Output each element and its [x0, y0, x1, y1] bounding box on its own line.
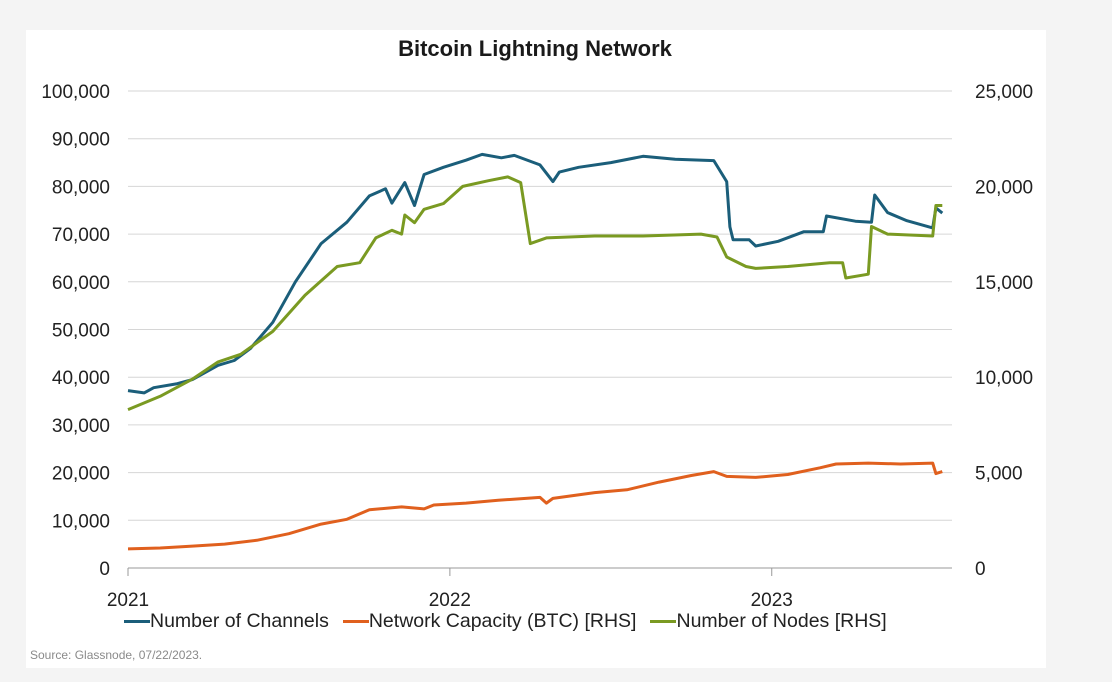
left-y-axis: 0 10,000 20,000 30,000 40,000 50,000 60,000 70,… — [41, 82, 110, 580]
y-left-tick-label: 10,000 — [52, 511, 110, 532]
series-lines — [127, 152, 944, 551]
source-note: Source: Glassnode, 07/22/2023. — [30, 648, 203, 662]
x-tick-label: 2022 — [429, 590, 471, 611]
y-left-tick-label: 0 — [99, 559, 110, 580]
y-right-tick-label: 15,000 — [975, 273, 1033, 294]
right-y-axis: 0 5,000 10,000 15,000 20,000 25,000 — [975, 82, 1033, 580]
chart-card — [26, 30, 1046, 668]
series-line-2 — [127, 461, 943, 551]
x-tick-label: 2021 — [107, 590, 149, 611]
y-left-tick-label: 70,000 — [52, 225, 110, 246]
series-line-1 — [127, 152, 944, 395]
y-left-tick-label: 80,000 — [52, 177, 110, 198]
y-left-tick-label: 50,000 — [52, 321, 110, 342]
y-left-tick-label: 40,000 — [52, 368, 110, 389]
series-line-3 — [127, 175, 943, 411]
y-right-tick-label: 25,000 — [975, 82, 1033, 103]
y-right-tick-label: 10,000 — [975, 368, 1033, 389]
x-tick-label: 2023 — [751, 590, 793, 611]
legend-item-channels: Number of Channels — [124, 610, 329, 633]
x-axis: 2021 2022 2023 — [107, 568, 793, 611]
legend-label: Number of Channels — [150, 609, 329, 632]
y-right-tick-label: 0 — [975, 559, 986, 580]
y-right-tick-label: 5,000 — [975, 464, 1023, 485]
legend-swatch — [650, 619, 677, 623]
y-left-tick-label: 90,000 — [52, 130, 110, 151]
legend-label: Number of Nodes [RHS] — [676, 609, 887, 632]
chart-legend: Number of Channels Network Capacity (BTC… — [124, 608, 901, 634]
legend-swatch — [124, 619, 150, 623]
legend-label: Network Capacity (BTC) [RHS] — [368, 609, 637, 632]
y-left-tick-label: 60,000 — [52, 273, 110, 294]
legend-item-capacity: Network Capacity (BTC) [RHS] — [342, 609, 637, 633]
legend-item-nodes: Number of Nodes [RHS] — [650, 609, 887, 633]
y-right-tick-label: 20,000 — [975, 177, 1033, 198]
y-left-tick-label: 20,000 — [52, 464, 110, 485]
y-left-tick-label: 30,000 — [52, 416, 110, 437]
y-left-tick-label: 100,000 — [41, 82, 110, 103]
chart-title: Bitcoin Lightning Network — [398, 36, 672, 61]
legend-swatch — [342, 619, 369, 623]
